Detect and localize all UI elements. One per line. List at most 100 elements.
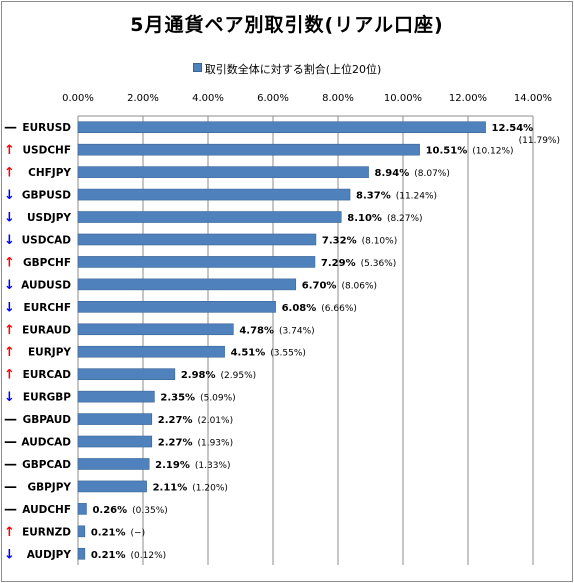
trend-up-icon: ↑ bbox=[4, 368, 15, 383]
category-label: EURNZD bbox=[22, 526, 71, 538]
category-label: AUDCAD bbox=[21, 437, 71, 449]
x-tick-label: 12.00% bbox=[449, 93, 487, 104]
trend-flat-icon: — bbox=[4, 121, 17, 136]
bar bbox=[77, 480, 147, 493]
trend-up-icon: ↑ bbox=[4, 166, 15, 181]
trend-up-icon: ↑ bbox=[4, 255, 15, 270]
category-label: GBPCAD bbox=[22, 459, 71, 471]
previous-value-label: (5.36%) bbox=[361, 259, 397, 269]
previous-value-label: (2.95%) bbox=[221, 371, 257, 381]
previous-value-label: (6.66%) bbox=[321, 304, 357, 314]
previous-value-label: (8.27%) bbox=[387, 214, 423, 224]
bar bbox=[77, 525, 86, 538]
trend-down-icon: ↓ bbox=[4, 188, 15, 203]
previous-value-label: (8.06%) bbox=[341, 281, 377, 291]
value-label: 8.37% bbox=[356, 191, 391, 202]
previous-value-label: (1.33%) bbox=[195, 461, 231, 471]
x-tick-label: 10.00% bbox=[384, 93, 422, 104]
bar bbox=[77, 435, 153, 448]
bar bbox=[77, 368, 176, 380]
value-label: 2.27% bbox=[158, 438, 193, 449]
value-label: 8.10% bbox=[347, 213, 382, 224]
category-label: USDJPY bbox=[27, 212, 71, 224]
previous-value-label: (10.12%) bbox=[472, 147, 513, 157]
category-label: EURUSD bbox=[22, 122, 71, 134]
x-tick-label: 6.00% bbox=[257, 93, 289, 104]
chart-legend: 取引数全体に対する割合(上位20位) bbox=[0, 61, 574, 77]
value-label: 0.26% bbox=[92, 505, 127, 516]
previous-value-label: (−) bbox=[131, 528, 146, 538]
legend-swatch bbox=[192, 63, 202, 72]
x-tick-label: 4.00% bbox=[192, 93, 224, 104]
previous-value-label: (2.01%) bbox=[197, 416, 233, 426]
bar bbox=[77, 458, 150, 470]
x-tick-label: 0.00% bbox=[62, 93, 94, 104]
trend-flat-icon: — bbox=[4, 480, 17, 495]
bar bbox=[77, 503, 87, 515]
category-label: EURAUD bbox=[22, 324, 71, 336]
category-label: EURJPY bbox=[28, 347, 71, 359]
x-tick-label: 14.00% bbox=[514, 93, 552, 104]
category-label: USDCHF bbox=[23, 145, 71, 157]
value-label: 7.29% bbox=[321, 258, 356, 269]
previous-value-label: (8.10%) bbox=[362, 236, 398, 246]
previous-value-label: (1.20%) bbox=[192, 483, 228, 493]
bar bbox=[77, 345, 225, 358]
value-label: 2.11% bbox=[153, 482, 188, 493]
bar bbox=[77, 390, 155, 403]
category-label: GBPJPY bbox=[27, 481, 71, 493]
category-label: AUDUSD bbox=[21, 279, 71, 291]
bar bbox=[77, 301, 276, 313]
value-label: 7.32% bbox=[322, 235, 357, 246]
category-label: GBPAUD bbox=[23, 414, 72, 426]
value-label: 10.51% bbox=[426, 146, 468, 157]
value-label: 2.98% bbox=[181, 370, 216, 381]
value-label: 8.94% bbox=[375, 168, 410, 179]
trend-down-icon: ↓ bbox=[4, 278, 15, 293]
category-label: EURCHF bbox=[24, 302, 71, 314]
value-label: 6.70% bbox=[302, 280, 337, 291]
trend-up-icon: ↑ bbox=[4, 323, 15, 338]
category-label: CHFJPY bbox=[28, 167, 71, 179]
trend-down-icon: ↓ bbox=[4, 211, 15, 226]
trend-flat-icon: — bbox=[4, 435, 17, 450]
value-label: 0.21% bbox=[91, 550, 126, 561]
trend-down-icon: ↓ bbox=[4, 233, 15, 248]
trend-up-icon: ↑ bbox=[4, 525, 15, 540]
category-label: GBPUSD bbox=[22, 190, 71, 202]
bar bbox=[77, 188, 351, 201]
previous-value-label: (11.79%) bbox=[519, 136, 560, 146]
trend-up-icon: ↑ bbox=[4, 143, 15, 158]
bar bbox=[77, 121, 486, 134]
category-label: EURCAD bbox=[23, 369, 72, 381]
previous-value-label: (0.35%) bbox=[132, 506, 168, 516]
trend-up-icon: ↑ bbox=[4, 345, 15, 360]
trend-down-icon: ↓ bbox=[4, 390, 15, 405]
previous-value-label: (11.24%) bbox=[396, 192, 437, 202]
bar bbox=[77, 233, 317, 246]
bar bbox=[77, 256, 316, 268]
previous-value-label: (8.07%) bbox=[414, 169, 450, 179]
value-label: 0.21% bbox=[91, 527, 126, 538]
trend-down-icon: ↓ bbox=[4, 300, 15, 315]
previous-value-label: (5.09%) bbox=[200, 394, 236, 404]
value-label: 2.35% bbox=[160, 393, 195, 404]
trend-down-icon: ↓ bbox=[4, 547, 15, 562]
previous-value-label: (0.12%) bbox=[131, 551, 167, 561]
bar bbox=[77, 166, 369, 178]
trend-flat-icon: — bbox=[4, 413, 17, 428]
value-label: 4.51% bbox=[231, 348, 266, 359]
previous-value-label: (3.74%) bbox=[279, 326, 315, 336]
previous-value-label: (3.55%) bbox=[270, 349, 306, 359]
x-tick-label: 2.00% bbox=[127, 93, 159, 104]
chart-title: 5月通貨ペア別取引数(リアル口座) bbox=[130, 14, 444, 36]
bar bbox=[77, 278, 297, 291]
bar bbox=[77, 323, 234, 336]
bar bbox=[77, 211, 342, 223]
category-label: EURGBP bbox=[23, 392, 71, 404]
category-label: AUDCHF bbox=[22, 504, 71, 516]
category-label: USDCAD bbox=[22, 234, 72, 246]
trend-flat-icon: — bbox=[4, 457, 17, 472]
category-label: AUDJPY bbox=[27, 549, 72, 561]
